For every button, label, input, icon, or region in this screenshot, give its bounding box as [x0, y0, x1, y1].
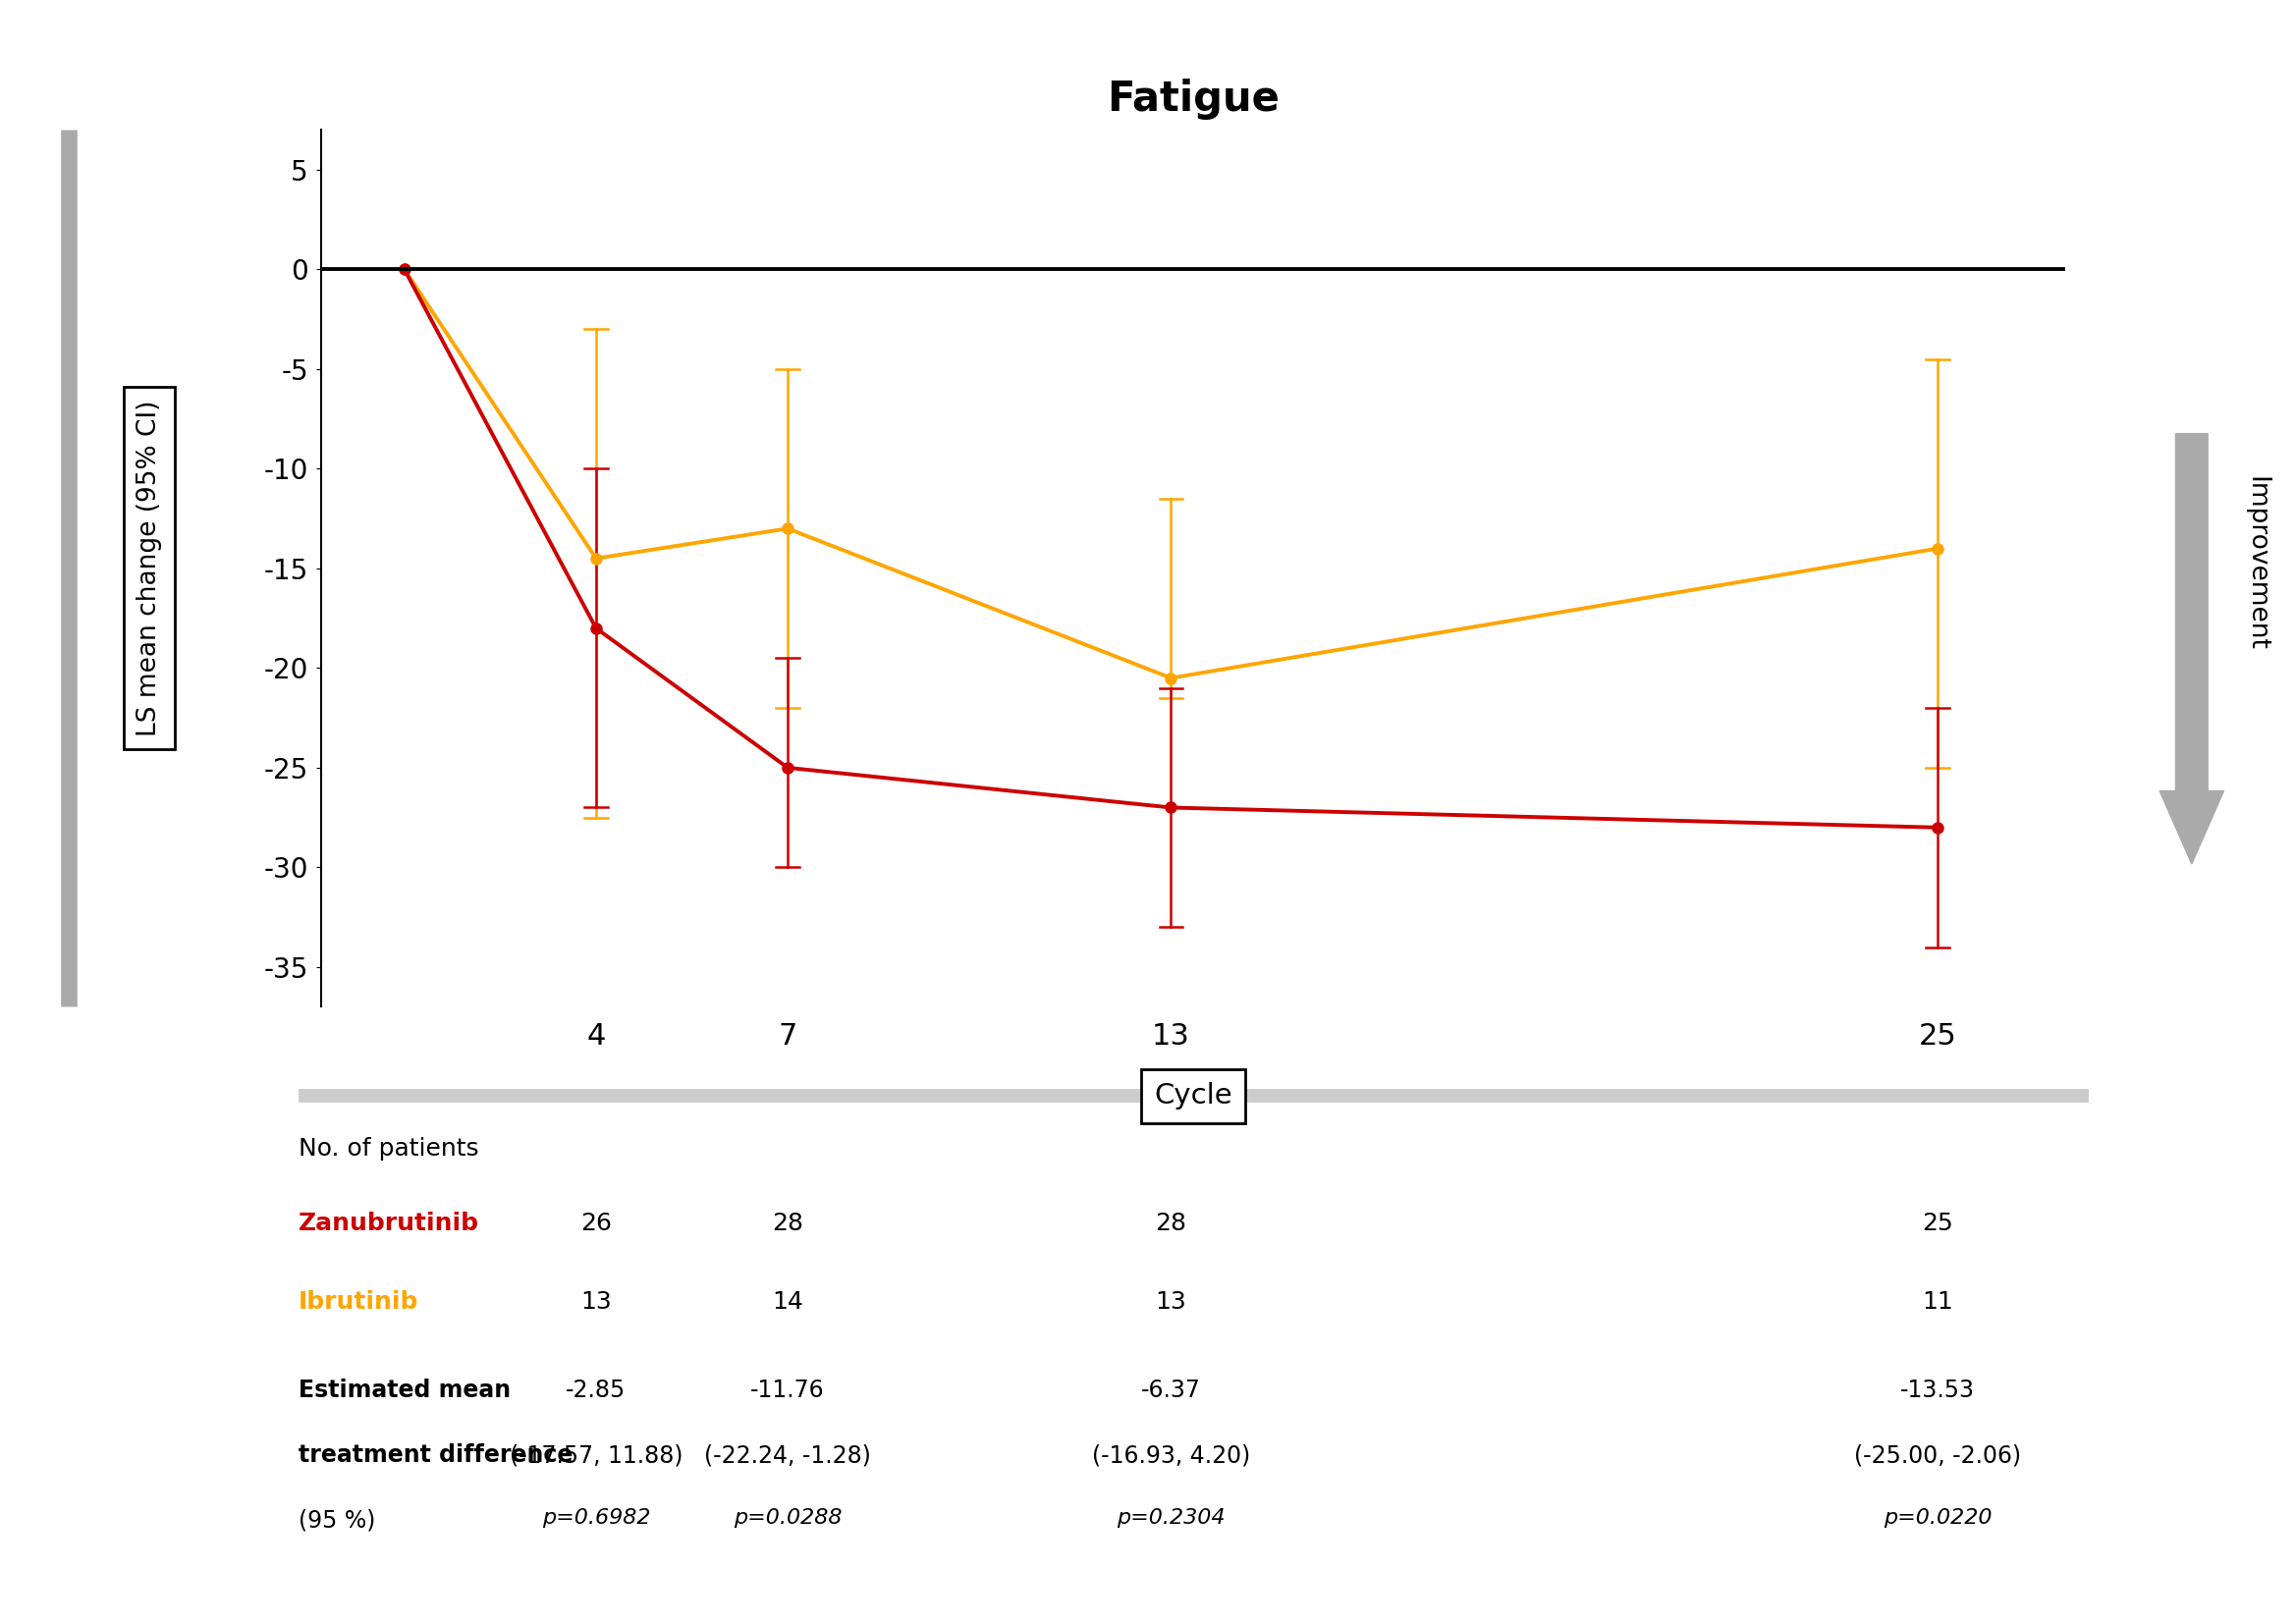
Title: Fatigue: Fatigue [1106, 78, 1281, 120]
Text: No. of patients: No. of patients [298, 1137, 480, 1161]
Text: Zanubrutinib: Zanubrutinib [298, 1212, 480, 1236]
Text: (95 %): (95 %) [298, 1509, 376, 1531]
Text: LS mean change (95% CI): LS mean change (95% CI) [135, 400, 163, 737]
Text: p=0.2304: p=0.2304 [1118, 1509, 1226, 1528]
Text: 28: 28 [771, 1212, 803, 1236]
Text: Estimated mean: Estimated mean [298, 1379, 509, 1403]
Text: -11.76: -11.76 [750, 1379, 824, 1403]
Text: (-25.00, -2.06): (-25.00, -2.06) [1854, 1444, 2022, 1468]
Text: 14: 14 [771, 1289, 803, 1314]
Text: 13: 13 [1154, 1289, 1187, 1314]
Text: p=0.0220: p=0.0220 [1884, 1509, 1992, 1528]
Text: (-17.57, 11.88): (-17.57, 11.88) [509, 1444, 682, 1468]
Text: Improvement: Improvement [2242, 476, 2270, 651]
Text: (-16.93, 4.20): (-16.93, 4.20) [1092, 1444, 1251, 1468]
Text: -13.53: -13.53 [1900, 1379, 1976, 1403]
Text: 26: 26 [581, 1212, 613, 1236]
Text: Cycle: Cycle [1154, 1083, 1232, 1109]
Text: -6.37: -6.37 [1141, 1379, 1200, 1403]
Text: 11: 11 [1923, 1289, 1953, 1314]
Text: -2.85: -2.85 [567, 1379, 627, 1403]
Text: (-22.24, -1.28): (-22.24, -1.28) [705, 1444, 872, 1468]
Text: 25: 25 [1923, 1212, 1953, 1236]
Text: 28: 28 [1154, 1212, 1187, 1236]
Text: 13: 13 [581, 1289, 610, 1314]
Text: Ibrutinib: Ibrutinib [298, 1289, 418, 1314]
Text: treatment difference: treatment difference [298, 1444, 574, 1468]
Text: p=0.6982: p=0.6982 [542, 1509, 649, 1528]
Text: p=0.0288: p=0.0288 [734, 1509, 842, 1528]
